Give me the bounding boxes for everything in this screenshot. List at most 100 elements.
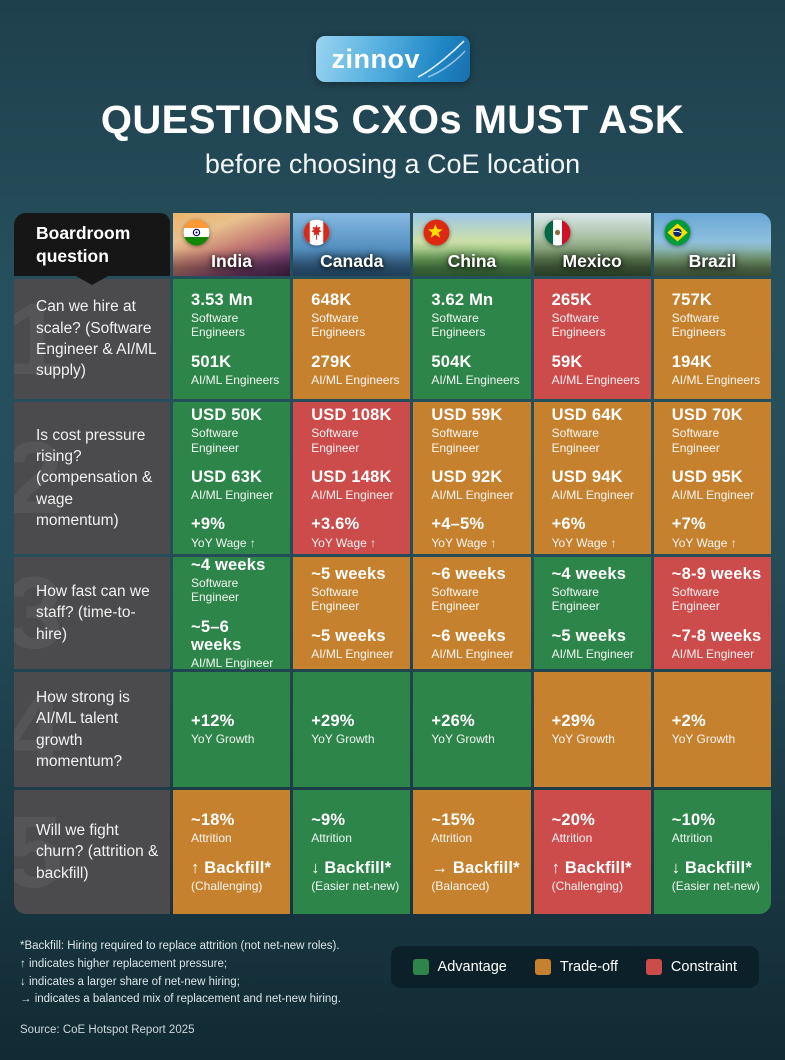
metric-value: ~5 weeks (311, 564, 386, 583)
metric-value: ~7-8 weeks (671, 626, 762, 645)
metric: ~5–6 weeks AI/ML Engineer (191, 618, 284, 671)
metric-value: 757K (671, 290, 713, 309)
metric-label: YoY Wage ↑ (431, 535, 497, 550)
metric: USD 70K Software Engineer (672, 406, 765, 455)
data-cell-china-q4: +26% YoY Growth (413, 672, 531, 787)
metric-label: AI/ML Engineer (311, 488, 394, 503)
metric-label: Software Engineer (431, 584, 480, 614)
metric-label: Software Engineers (431, 310, 486, 340)
data-cell-canada-q5: ~9% Attrition ↓ Backfill* (Easier net-new) (293, 790, 411, 914)
metric-value: USD 92K (431, 467, 503, 486)
metric-label: YoY Growth (431, 732, 495, 747)
metric-label: Attrition (671, 831, 713, 846)
metric: USD 63K AI/ML Engineer (191, 468, 284, 503)
corner-header: Boardroom question (14, 213, 170, 276)
data-cell-canada-q3: ~5 weeks Software Engineer ~5 weeks AI/ML E… (293, 557, 411, 669)
brazil-flag-icon (664, 219, 691, 246)
metric-label: Attrition (551, 831, 593, 846)
metric: ↓ Backfill* (Easier net-new) (672, 859, 765, 894)
question-cell-2: 2 Is cost pressure rising? (compensation … (14, 402, 170, 554)
country-name-brazil: Brazil (653, 249, 771, 276)
metric-value: +26% (431, 712, 475, 731)
metric: +9% YoY Wage ↑ (191, 515, 284, 550)
data-cell-brazil-q5: ~10% Attrition ↓ Backfill* (Easier net-new) (653, 790, 771, 914)
country-header-mexico: Mexico (533, 213, 651, 276)
metric-label: (Challenging) (551, 878, 623, 893)
data-cell-canada-q4: +29% YoY Growth (293, 672, 411, 787)
metric: ~6 weeks AI/ML Engineer (431, 627, 524, 662)
metric-value: +6% (551, 515, 586, 534)
legend-swatch-constraint (645, 959, 662, 975)
metric-value: → Backfill* (431, 858, 520, 877)
metric-label: AI/ML Engineers (671, 372, 761, 387)
metric-value: +3.6% (311, 515, 360, 534)
metric: USD 59K Software Engineer (431, 406, 524, 455)
metric: ~5 weeks Software Engineer (311, 565, 404, 614)
question-cell-1: 1 Can we hire at scale? (Software Enginee… (14, 279, 170, 399)
metric-value: ~5 weeks (311, 626, 386, 645)
zinnov-logo: zinnov (315, 36, 470, 82)
metric-label: AI/ML Engineer (311, 646, 394, 661)
metric: 501K AI/ML Engineers (191, 353, 284, 388)
metric-value: +29% (551, 712, 596, 731)
metric-value: ~4 weeks (551, 564, 627, 583)
metric: 279K AI/ML Engineers (311, 353, 404, 388)
country-header-brazil: Brazil (653, 213, 771, 276)
metric-value: +2% (671, 712, 706, 731)
metric: ~8-9 weeks Software Engineer (672, 565, 765, 614)
data-cell-brazil-q4: +2% YoY Growth (653, 672, 771, 787)
china-flag-icon (423, 219, 450, 246)
data-cell-india-q1: 3.53 Mn Software Engineers 501K AI/ML Engin… (173, 279, 291, 399)
metric: 59K AI/ML Engineers (552, 353, 645, 388)
row-number-watermark: 3 (14, 557, 63, 669)
metric-label: Software Engineer (551, 426, 600, 455)
metric: USD 148K AI/ML Engineer (311, 468, 404, 503)
metric-label: YoY Wage ↑ (551, 535, 617, 550)
data-cell-china-q2: USD 59K Software Engineer USD 92K AI/ML Eng… (413, 402, 531, 554)
metric: USD 64K Software Engineer (552, 406, 645, 455)
row-number-watermark: 2 (14, 421, 63, 535)
metric-label: Software Engineers (551, 310, 606, 340)
metric-value: +9% (191, 515, 226, 534)
legend-swatch-tradeoff (534, 959, 551, 975)
metric: ↑ Backfill* (Challenging) (191, 859, 284, 894)
legend-item-constraint: Constraint (645, 959, 737, 975)
metric: USD 95K AI/ML Engineer (672, 468, 765, 503)
metric: +29% YoY Growth (552, 712, 645, 747)
country-header-canada: Canada (293, 213, 411, 276)
data-cell-brazil-q3: ~8-9 weeks Software Engineer ~7-8 weeks AI/… (653, 557, 771, 669)
row-number-watermark: 4 (14, 672, 63, 787)
metric: 3.62 Mn Software Engineers (431, 291, 524, 340)
metric-label: Software Engineer (551, 584, 600, 614)
data-cell-india-q3: ~4 weeks Software Engineer ~5–6 weeks AI/ML… (173, 556, 291, 671)
metric: ~5 weeks AI/ML Engineer (552, 627, 645, 662)
country-header-india: India (173, 213, 291, 276)
page-title: QUESTIONS CXOs MUST ASK (100, 98, 685, 142)
metric: ~4 weeks Software Engineer (191, 556, 284, 605)
question-text: Will we fight churn? (attrition & backfi… (36, 821, 159, 882)
metric-label: AI/ML Engineer (551, 488, 634, 503)
metric-label: (Challenging) (191, 878, 263, 893)
metric-value: ~8-9 weeks (671, 564, 762, 583)
metric-label: Attrition (311, 831, 352, 846)
india-flag-icon (183, 219, 210, 246)
metric-value: +29% (311, 712, 355, 731)
metric-label: YoY Growth (191, 732, 255, 747)
footnote-lines: *Backfill: Hiring required to replace at… (20, 938, 341, 1009)
metric-value: ↓ Backfill* (311, 858, 392, 877)
metric-label: YoY Wage ↑ (671, 535, 737, 550)
logo-swoosh-icon (417, 40, 466, 78)
metric: +12% YoY Growth (191, 712, 284, 747)
metric: 504K AI/ML Engineers (431, 353, 524, 388)
data-cell-mexico-q1: 265K Software Engineers 59K AI/ML Engineers (533, 279, 651, 399)
metric-value: +4–5% (431, 515, 485, 534)
metric: +29% YoY Growth (311, 712, 404, 747)
data-cell-brazil-q2: USD 70K Software Engineer USD 95K AI/ML Eng… (653, 402, 771, 554)
metric-label: Software Engineer (431, 426, 480, 455)
legend-swatch-advantage (412, 959, 429, 975)
metric-label: AI/ML Engineers (191, 372, 280, 387)
metric-value: USD 108K (311, 406, 392, 425)
metric-value: USD 148K (311, 467, 392, 486)
metric-label: (Easier net-new) (671, 878, 760, 893)
metric: +26% YoY Growth (431, 712, 524, 747)
